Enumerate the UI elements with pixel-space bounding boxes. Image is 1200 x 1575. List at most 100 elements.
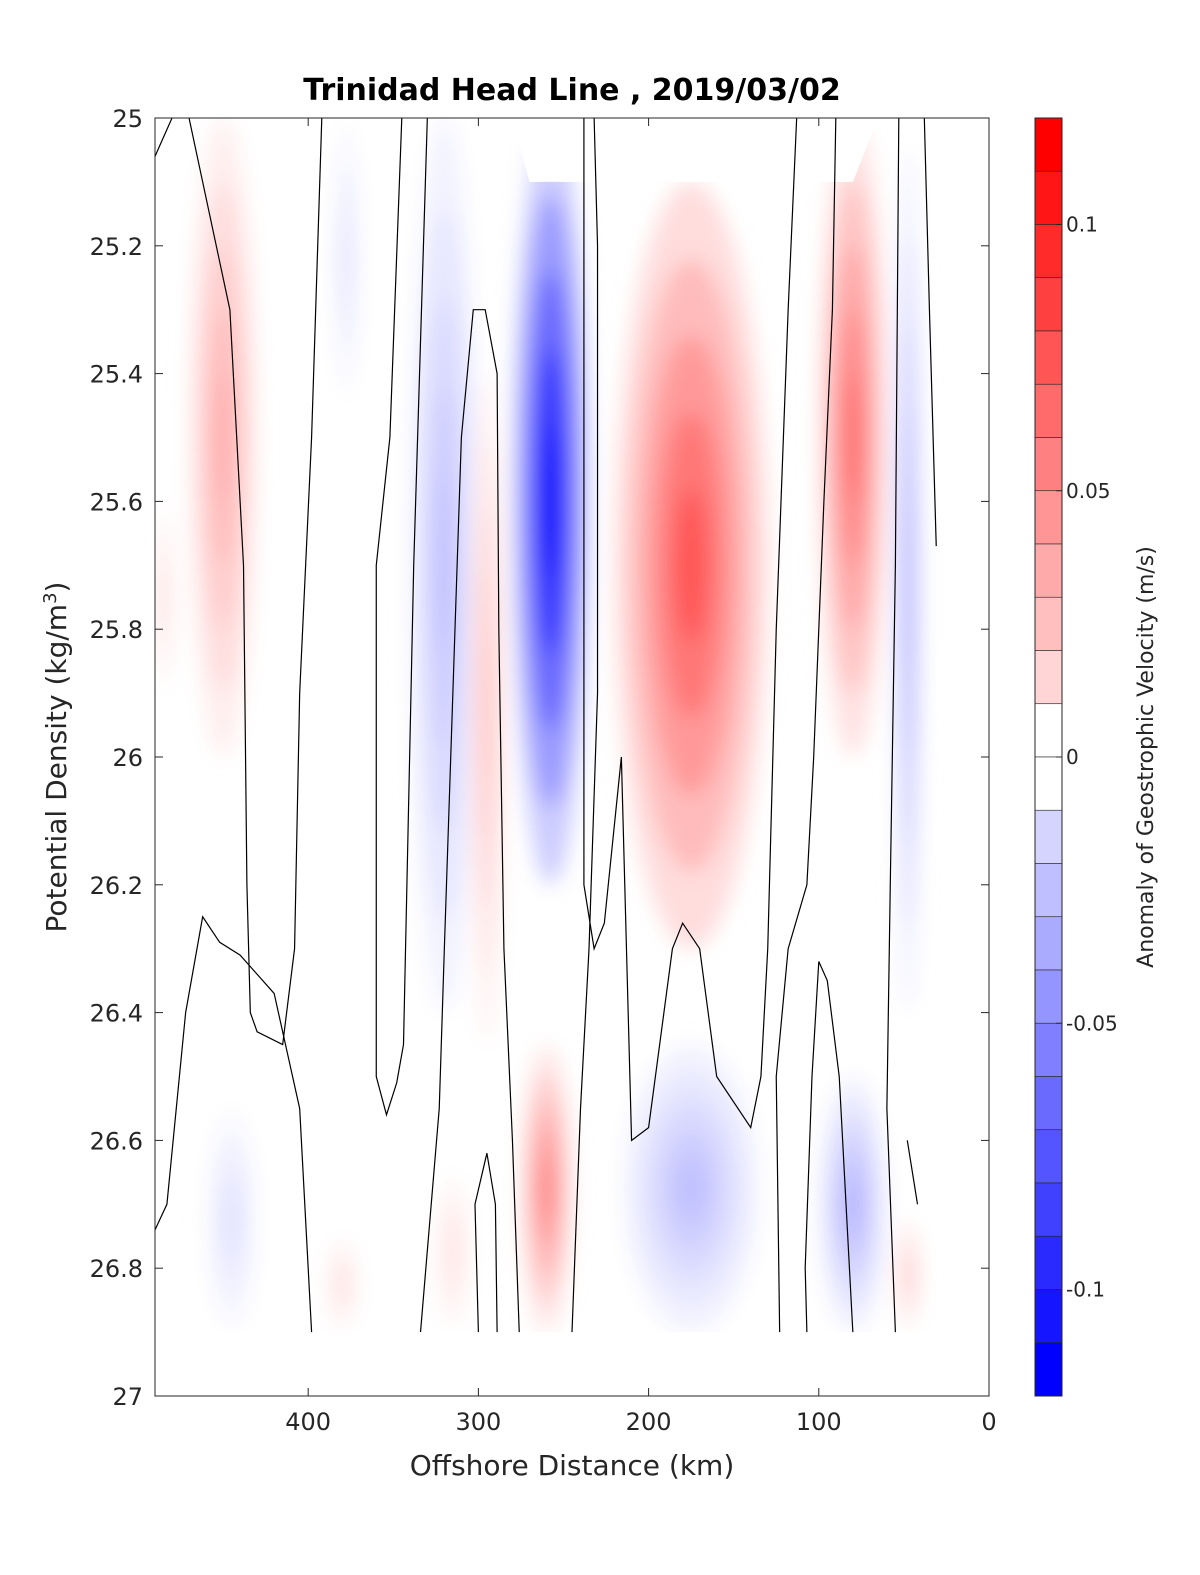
colorbar-swatch: [1034, 1182, 1063, 1237]
anomaly-level: [343, 230, 350, 287]
anomaly-level: [846, 1178, 860, 1230]
colorbar-swatch: [1034, 756, 1063, 811]
velocity-contour-fill: [155, 118, 921, 1333]
zero-contour-line: [583, 118, 798, 1142]
anomaly-feature: [895, 1217, 921, 1333]
anomaly-level: [846, 373, 860, 502]
y-tick-label: 25.2: [90, 233, 143, 261]
colorbar-swatch: [1034, 330, 1063, 385]
colorbar-tick-label: 0: [1066, 745, 1079, 769]
y-tick-label: 26: [112, 744, 143, 772]
anomaly-level: [338, 1274, 346, 1294]
x-tick-label: 300: [455, 1408, 501, 1436]
anomaly-level: [226, 1197, 237, 1243]
colorbar-swatch: [1034, 117, 1063, 172]
colorbar-swatch: [1034, 596, 1063, 651]
anomaly-feature: [512, 118, 590, 885]
y-axis-label-close: ): [40, 582, 73, 593]
x-tick-label: 200: [626, 1408, 672, 1436]
zero-contour-line: [419, 309, 520, 1333]
y-tick-label: 26.2: [90, 872, 143, 900]
zero-contour-line: [375, 118, 428, 1117]
colorbar-swatch: [1034, 650, 1063, 705]
colorbar-tick-label: 0.1: [1066, 213, 1098, 237]
anomaly-level: [541, 1159, 552, 1218]
colorbar-swatch: [1034, 490, 1063, 545]
colorbar-swatch: [1034, 916, 1063, 971]
x-tick-label: 100: [796, 1408, 842, 1436]
y-tick-label: 27: [112, 1383, 143, 1411]
colorbar-swatch: [1034, 1342, 1063, 1397]
anomaly-feature: [206, 1108, 258, 1333]
colorbar-swatch: [1034, 1289, 1063, 1344]
y-axis-label: Potential Density (kg/m3): [40, 582, 73, 933]
anomaly-level: [437, 475, 452, 655]
colorbar-tick-label: -0.05: [1066, 1011, 1118, 1035]
anomaly-level: [905, 1263, 911, 1287]
zero-contour-line: [886, 118, 900, 1333]
colorbar-swatch: [1034, 170, 1063, 225]
y-tick-label: 26.6: [90, 1127, 143, 1155]
anomaly-feature: [410, 118, 479, 1013]
colorbar-swatch: [1034, 703, 1063, 758]
zero-contour-line: [923, 118, 937, 547]
colorbar-swatch: [1034, 1129, 1063, 1184]
anomaly-feature: [818, 118, 887, 757]
y-tick-label: 26.8: [90, 1255, 143, 1283]
anomaly-feature: [155, 501, 173, 694]
zero-contour-line: [155, 915, 313, 1333]
anomaly-feature: [895, 149, 921, 1013]
chart-title: Trinidad Head Line , 2019/03/02: [303, 73, 840, 108]
anomaly-feature: [520, 1044, 572, 1333]
colorbar-swatch: [1034, 809, 1063, 864]
x-axis: 400 300 200 100 0: [285, 118, 997, 1436]
zero-contour-line: [571, 118, 599, 1333]
anomaly-level: [675, 488, 707, 642]
no-data-top: [512, 118, 879, 182]
data-mask: [155, 118, 989, 1396]
anomaly-feature: [435, 1172, 470, 1333]
zero-contour-line: [188, 118, 323, 1046]
x-tick-label: 0: [981, 1408, 996, 1436]
colorbar-swatch: [1034, 277, 1063, 332]
anomaly-level: [483, 641, 491, 777]
anomaly-level: [543, 424, 559, 579]
anomaly-feature: [469, 373, 504, 1045]
anomaly-feature: [333, 118, 360, 400]
colorbar: 0.1 0.05 0 -0.05 -0.1: [1034, 117, 1118, 1397]
zero-contour-line: [155, 118, 173, 157]
colorbar-swatch: [1034, 1235, 1063, 1290]
colorbar-swatch: [1034, 969, 1063, 1024]
colorbar-swatch: [1034, 1076, 1063, 1131]
colorbar-swatches: [1034, 117, 1063, 1397]
plot-area: 400 300 200 100 0 25 25.2 25.4 25.6 25.8 26 26.2 26…: [90, 105, 997, 1436]
anomaly-feature: [325, 1236, 360, 1333]
colorbar-label: Anomaly of Geostrophic Velocity (m/s): [1134, 546, 1159, 968]
colorbar-swatch: [1034, 224, 1063, 279]
anomaly-feature: [623, 1044, 760, 1333]
y-tick-label: 25.4: [90, 361, 143, 389]
zero-contour-lines: [155, 118, 937, 1333]
colorbar-swatch: [1034, 543, 1063, 598]
y-axis-label-sup: 3: [40, 592, 61, 603]
anomaly-feature: [189, 118, 258, 757]
y-axis: 25 25.2 25.4 25.6 25.8 26 26.2 26.4 26.6 26.8 27: [90, 105, 989, 1411]
y-tick-label: 25.6: [90, 488, 143, 516]
y-axis-label-main: Potential Density (kg/m: [40, 604, 73, 933]
y-tick-label: 25.8: [90, 616, 143, 644]
zero-contour-line: [474, 1153, 498, 1333]
zero-contour-line: [906, 1140, 919, 1205]
anomaly-level: [905, 495, 911, 668]
zero-contour-line: [804, 961, 854, 1333]
colorbar-swatch: [1034, 1022, 1063, 1077]
anomaly-feature: [818, 1076, 887, 1333]
x-axis-label: Offshore Distance (km): [410, 1449, 735, 1482]
colorbar-swatch: [1034, 383, 1063, 438]
colorbar-tick-label: -0.1: [1066, 1278, 1105, 1302]
y-tick-label: 26.4: [90, 1000, 143, 1028]
x-tick-label: 400: [285, 1408, 331, 1436]
colorbar-ticks: 0.1 0.05 0 -0.05 -0.1: [1056, 213, 1118, 1302]
anomaly-level: [216, 373, 230, 502]
anomaly-feature: [614, 181, 768, 949]
